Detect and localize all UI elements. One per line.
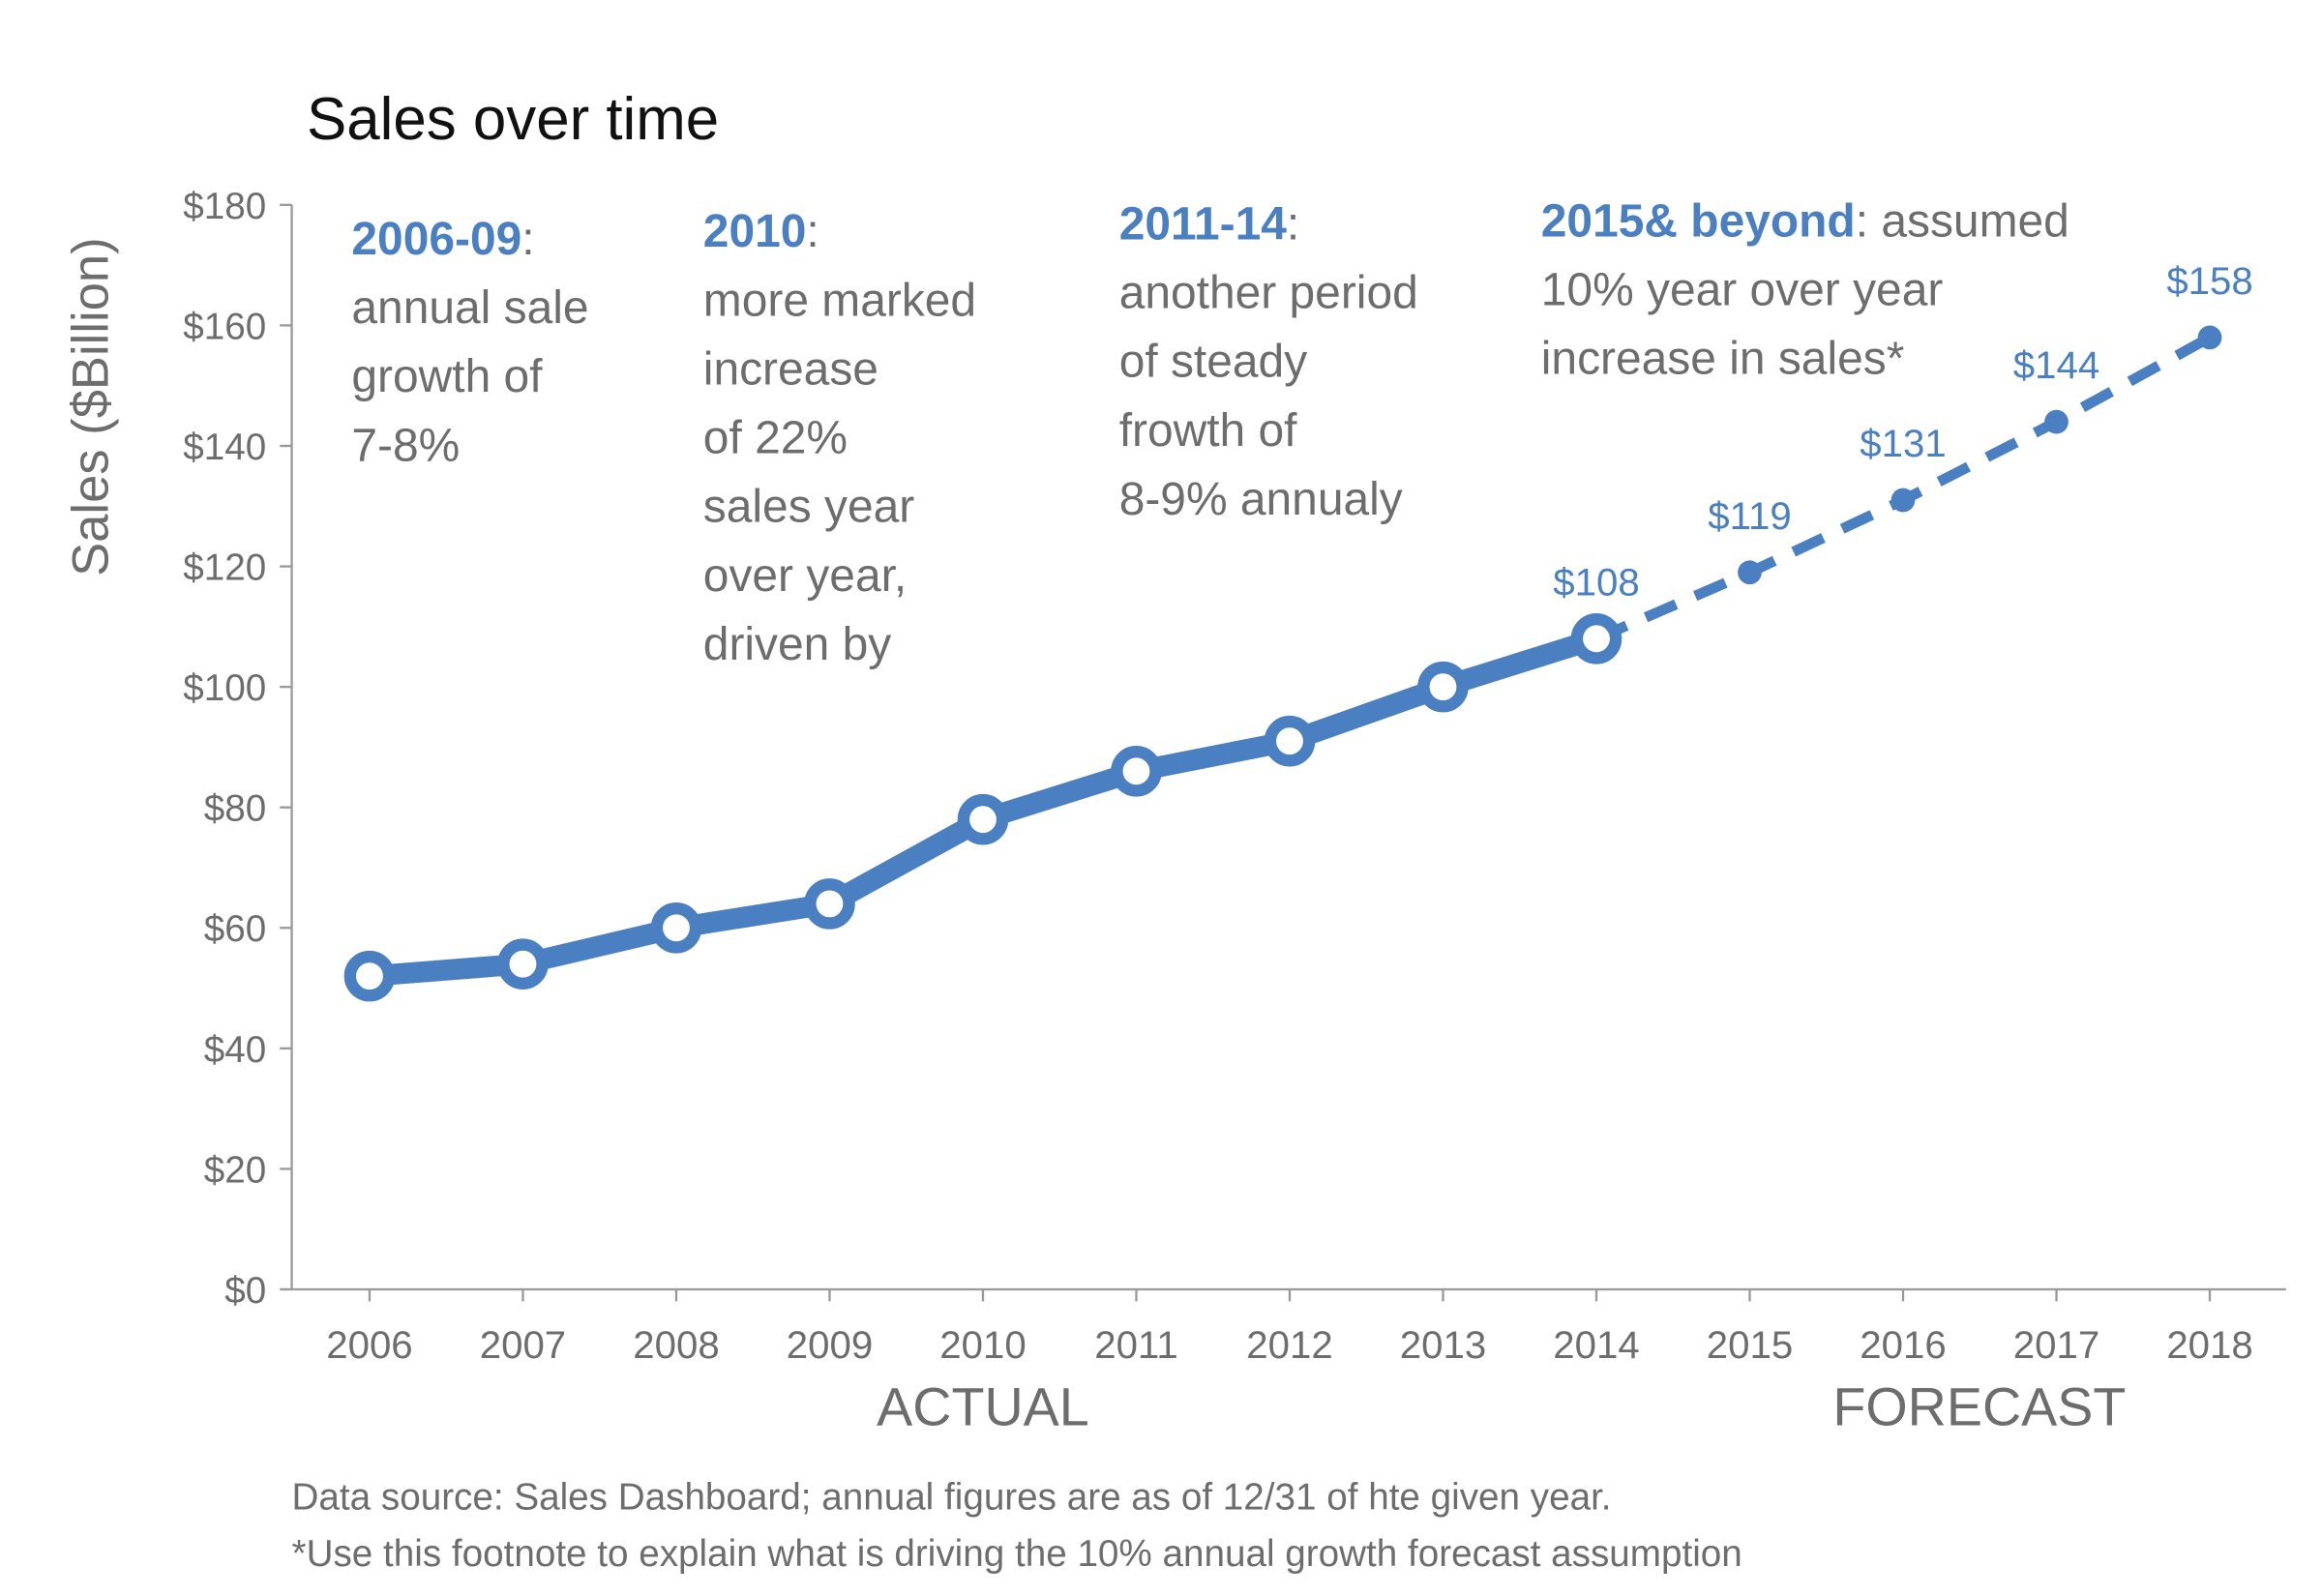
annotation-line: : bbox=[1287, 198, 1299, 250]
y-tick-label: $80 bbox=[204, 788, 266, 830]
x-tick-label: 2013 bbox=[1400, 1323, 1486, 1367]
annotation-line: more marked bbox=[703, 275, 976, 326]
annotation-heading: 2006-09 bbox=[351, 214, 521, 265]
x-tick-label: 2014 bbox=[1553, 1323, 1639, 1367]
point bbox=[1417, 661, 1469, 713]
point bbox=[1570, 613, 1622, 665]
annotation-heading: 2011-14 bbox=[1119, 198, 1288, 250]
annotation-line: another period bbox=[1119, 268, 1418, 319]
point bbox=[1264, 715, 1316, 767]
annotation-line: : bbox=[806, 206, 819, 257]
y-tick-label: $0 bbox=[224, 1270, 266, 1312]
y-tick-label: $60 bbox=[204, 908, 266, 950]
annotation: 2006-09: annual sale growth of 7-8% bbox=[351, 214, 588, 471]
x-tick-label: 2008 bbox=[633, 1323, 719, 1367]
annotation-line: increase in sales* bbox=[1541, 334, 1905, 385]
annotation-line: increase bbox=[703, 343, 878, 395]
x-tick-label: 2007 bbox=[480, 1323, 566, 1367]
annotation-line: sales year bbox=[703, 482, 914, 533]
x-tick-label: 2015 bbox=[1707, 1323, 1793, 1367]
chart-title: Sales over time bbox=[307, 86, 719, 153]
point bbox=[957, 793, 1009, 845]
annotation-line: driven by bbox=[703, 619, 891, 670]
point bbox=[497, 938, 549, 990]
x-tick-label: 2009 bbox=[787, 1323, 873, 1367]
y-tick-label: $180 bbox=[183, 186, 266, 227]
series-label: FORECAST bbox=[1832, 1377, 2126, 1437]
annotation: 2010: more marked increase of 22% sales year… bbox=[703, 206, 976, 670]
annotation-line: 7-8% bbox=[351, 420, 460, 471]
footnote: *Use this footnote to explain what is dr… bbox=[292, 1533, 1742, 1575]
point bbox=[2197, 325, 2222, 350]
footnote: Data source: Sales Dashboard; annual fig… bbox=[292, 1476, 1612, 1518]
annotation: 2015& beyond: assumed 10% year over year i… bbox=[1541, 195, 2069, 384]
point bbox=[1738, 560, 1762, 585]
annotation: 2011-14: another period of steady frowth of… bbox=[1119, 198, 1418, 525]
point bbox=[2044, 409, 2069, 434]
x-tick-label: 2017 bbox=[2013, 1323, 2099, 1367]
annotation-line: : bbox=[521, 214, 534, 265]
point bbox=[343, 950, 396, 1002]
value-label: $158 bbox=[2166, 259, 2252, 303]
x-tick-label: 2010 bbox=[939, 1323, 1026, 1367]
x-tick-label: 2006 bbox=[326, 1323, 412, 1367]
point bbox=[1890, 488, 1916, 513]
annotation-heading: 2010 bbox=[703, 206, 807, 257]
y-tick-label: $120 bbox=[183, 547, 266, 588]
y-tick-label: $160 bbox=[183, 306, 266, 347]
annotation-line: growth of bbox=[351, 351, 543, 402]
annotation-line: over year, bbox=[703, 550, 907, 602]
series-label: ACTUAL bbox=[877, 1377, 1089, 1437]
annotation-line: frowth of bbox=[1119, 405, 1297, 457]
value-label: $131 bbox=[1860, 422, 1946, 465]
y-tick-label: $40 bbox=[204, 1029, 266, 1071]
point bbox=[804, 878, 855, 930]
y-tick-label: $100 bbox=[183, 667, 266, 709]
x-tick-label: 2011 bbox=[1094, 1323, 1177, 1367]
x-tick-label: 2012 bbox=[1246, 1323, 1332, 1367]
y-tick-label: $20 bbox=[204, 1149, 266, 1191]
annotation-line: of steady bbox=[1119, 337, 1308, 388]
y-axis-label: Sales ($Billion) bbox=[62, 237, 119, 576]
annotation-line: : assumed bbox=[1856, 195, 2069, 247]
value-label: $119 bbox=[1708, 494, 1791, 538]
x-tick-label: 2016 bbox=[1860, 1323, 1946, 1367]
annotation-line: of 22% bbox=[703, 413, 848, 464]
annotation-line: 10% year over year bbox=[1541, 264, 1944, 315]
annotation-line: 8-9% annualy bbox=[1119, 474, 1403, 525]
x-tick-label: 2018 bbox=[2166, 1323, 2252, 1367]
annotation-line: annual sale bbox=[351, 282, 588, 334]
point bbox=[1111, 746, 1162, 797]
annotation-heading: 2015& beyond bbox=[1541, 195, 1856, 247]
value-label: $108 bbox=[1553, 560, 1639, 604]
y-tick-label: $140 bbox=[183, 427, 266, 468]
point bbox=[650, 901, 702, 954]
value-label: $144 bbox=[2013, 343, 2099, 387]
